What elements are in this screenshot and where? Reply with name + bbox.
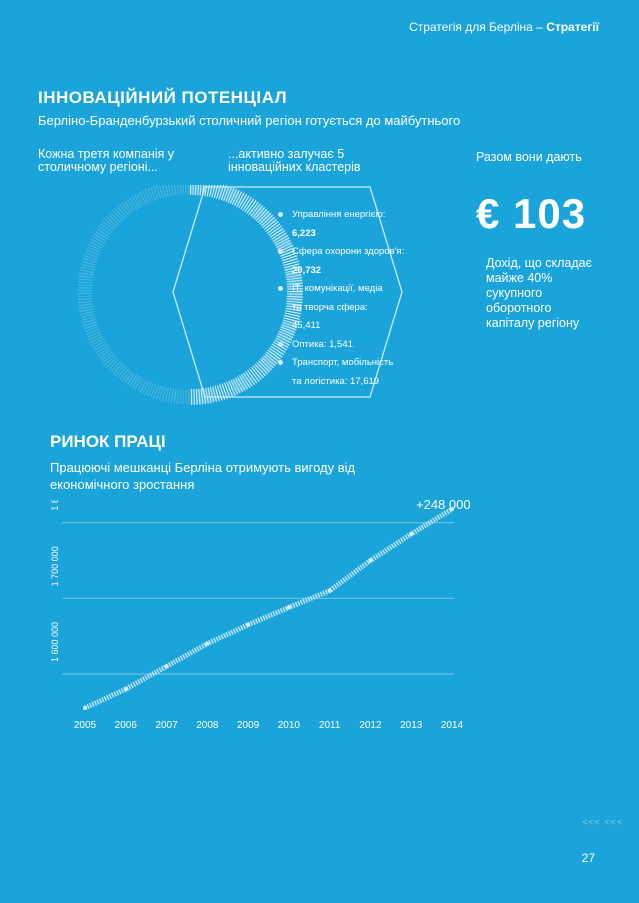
labor-subtitle: Працюючі мешканці Берліна отримують виго… (50, 460, 356, 492)
innovation-subtitle: Берліно-Бранденбурзький столичний регіон… (38, 113, 461, 128)
legend-health: Сфера охорони здоров'я: 20,732 (278, 243, 405, 280)
data-point (409, 532, 414, 537)
data-point (246, 622, 251, 627)
cluster-infographic (78, 185, 403, 405)
clusters-statement: ...активно залучає 5 інноваційних класте… (228, 147, 361, 174)
bullet-icon (278, 249, 283, 254)
header-prefix: Стратегія для Берліна – (409, 20, 543, 34)
bullet-icon (278, 360, 283, 365)
x-tick-label: 2013 (400, 720, 423, 731)
y-tick-label: 1 800 000 (50, 500, 60, 511)
y-tick-label: 1 700 000 (50, 546, 60, 586)
x-tick-label: 2006 (115, 720, 138, 731)
x-tick-label: 2008 (196, 720, 219, 731)
header-section: Стратегії (546, 20, 599, 34)
bullet-icon (278, 212, 283, 217)
x-tick-label: 2005 (74, 720, 97, 731)
legend-transport-label2: та логістика: 17,619 (292, 375, 380, 387)
data-point (205, 641, 210, 646)
labor-title: РИНОК ПРАЦІ (50, 432, 166, 451)
cluster-hexagon (172, 186, 403, 398)
revenue-description: Дохід, що складає майже 40% сукупного об… (486, 256, 592, 330)
legend-transport-label: Транспорт, мобільність (292, 357, 394, 368)
page-number: 27 (581, 851, 595, 865)
chevrons-decoration: <<< <<< (581, 817, 623, 827)
company-ring-strong (189, 185, 303, 405)
employment-chart: 1 600 000 1 700 000 1 800 000 2005 2006 2007 2… (50, 500, 464, 731)
legend-it-value: 45,411 (292, 320, 321, 331)
legend-health-value: 20,732 (292, 264, 322, 276)
bullet-icon (278, 341, 283, 347)
running-header: Стратегія для Берліна – Стратегії (409, 20, 599, 34)
legend-transport: Транспорт, мобільність та логістика: 17,… (278, 354, 404, 391)
data-point (164, 664, 169, 669)
companies-statement: Кожна третя компанія у столичному регіон… (38, 147, 175, 174)
data-point (286, 605, 291, 610)
x-tick-label: 2007 (155, 720, 178, 731)
cluster-legend: Управління енергією: 6,223 Сфера охорони… (278, 206, 405, 391)
legend-health-label: Сфера охорони здоров'я: (292, 246, 405, 257)
legend-it: ІТ, комунікації, медіа та творча сфера: … (278, 280, 404, 336)
x-tick-label: 2014 (441, 720, 464, 731)
data-point (327, 588, 332, 593)
innovation-title: ІННОВАЦІЙНИЙ ПОТЕНЦІАЛ (38, 88, 287, 107)
legend-energy-value: 6,223 (292, 227, 316, 239)
series-line (83, 506, 454, 711)
data-point (368, 558, 373, 563)
bullet-icon (278, 286, 283, 291)
legend-it-label: ІТ, комунікації, медіа (292, 283, 383, 294)
data-point (123, 687, 128, 692)
revenue-amount: € 103 (476, 190, 587, 237)
legend-energy-label: Управління енергією: (292, 209, 386, 220)
legend-optics: Оптика: 1,541 (278, 336, 404, 355)
y-tick-label: 1 600 000 (50, 622, 60, 662)
together-statement: Разом вони дають (476, 150, 582, 164)
x-tick-label: 2012 (359, 720, 382, 731)
x-tick-label: 2009 (237, 720, 260, 731)
data-point (450, 507, 454, 512)
x-tick-label: 2011 (319, 720, 341, 731)
legend-optics-label: Оптика: 1,541 (292, 338, 353, 350)
peak-label: +248 000 (416, 497, 471, 512)
x-tick-label: 2010 (278, 720, 301, 731)
legend-it-label2: та творча сфера: (292, 301, 368, 313)
data-point (83, 706, 87, 710)
legend-energy: Управління енергією: 6,223 (278, 206, 404, 243)
